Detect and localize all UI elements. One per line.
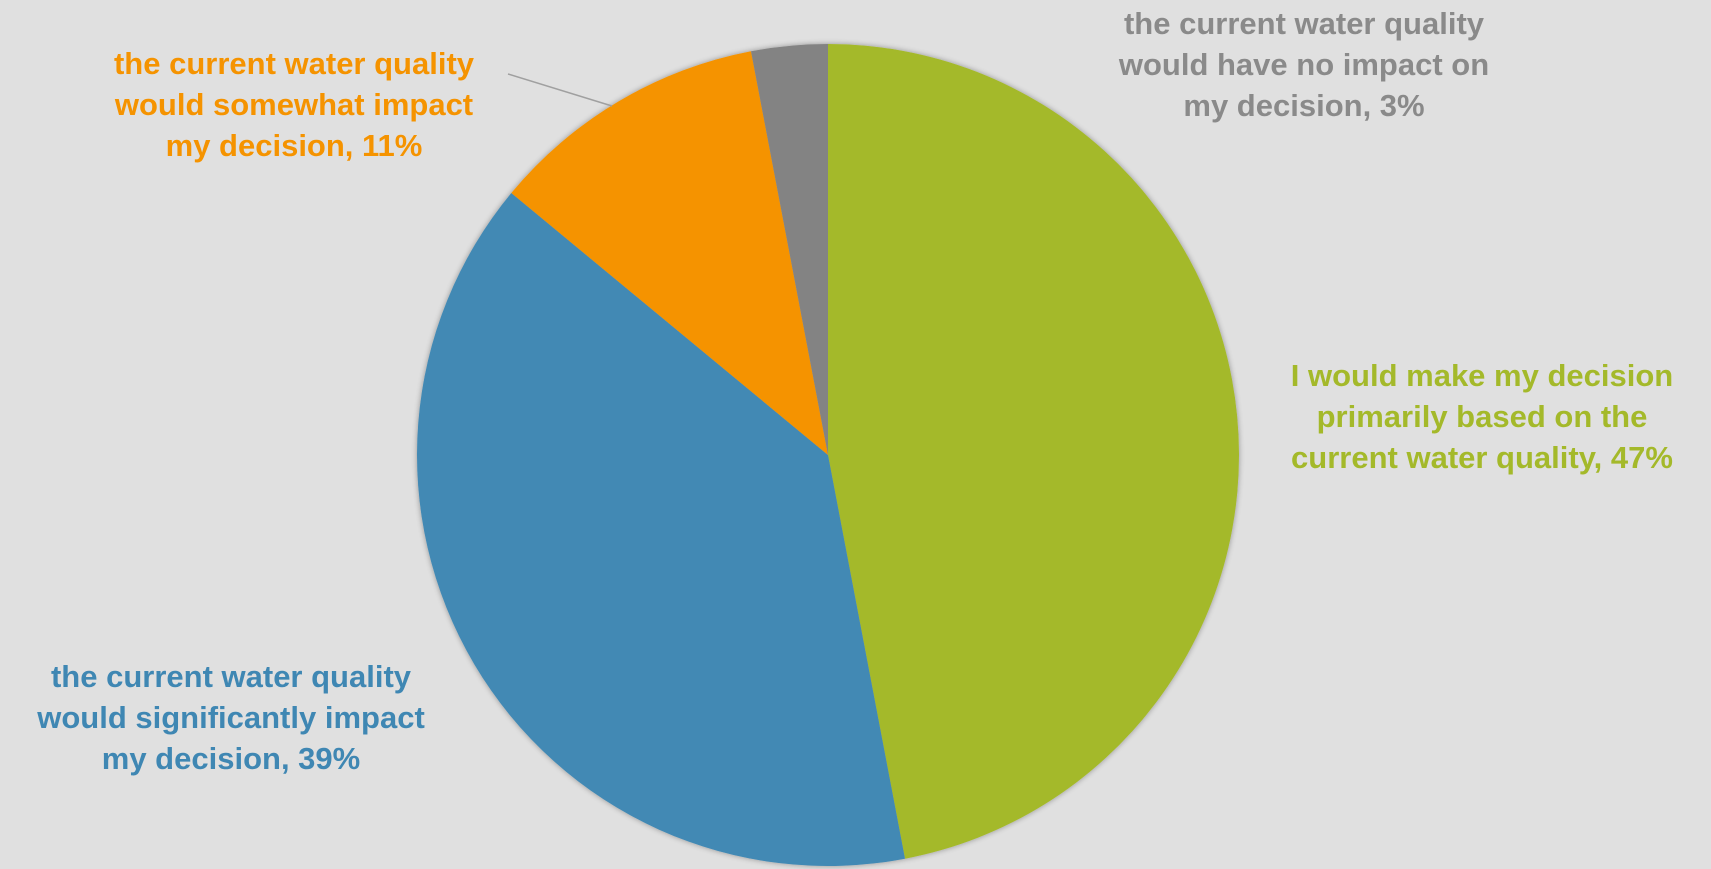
- label-line: would significantly impact: [37, 700, 425, 735]
- slice-no-impact: [750, 44, 828, 455]
- label-line: the current water quality: [50, 659, 412, 694]
- label-line: my decision, 39%: [101, 741, 361, 776]
- slice-significantly-impact: [417, 193, 906, 866]
- label-line: my decision, 11%: [165, 128, 423, 163]
- label-primarily-based: I would make my decision primarily based…: [1262, 355, 1702, 478]
- label-line: I would make my decision: [1290, 358, 1674, 393]
- slice-somewhat-impact: [511, 51, 828, 456]
- label-somewhat-impact: the current water quality would somewhat…: [74, 43, 514, 166]
- label-line: would somewhat impact: [114, 87, 474, 122]
- label-line: primarily based on the: [1316, 399, 1648, 434]
- pie-slices: [417, 44, 1239, 866]
- label-line: the current water quality: [113, 46, 475, 81]
- label-line: would have no impact on: [1118, 47, 1490, 82]
- label-line: my decision, 3%: [1183, 88, 1425, 123]
- label-significantly-impact: the current water quality would signific…: [0, 656, 462, 779]
- label-line: current water quality, 47%: [1291, 440, 1673, 475]
- slice-primarily-based: [828, 44, 1239, 859]
- leader-line-somewhat-impact: [507, 73, 613, 107]
- label-line: the current water quality: [1123, 6, 1485, 41]
- label-no-impact: the current water quality would have no …: [1084, 3, 1524, 126]
